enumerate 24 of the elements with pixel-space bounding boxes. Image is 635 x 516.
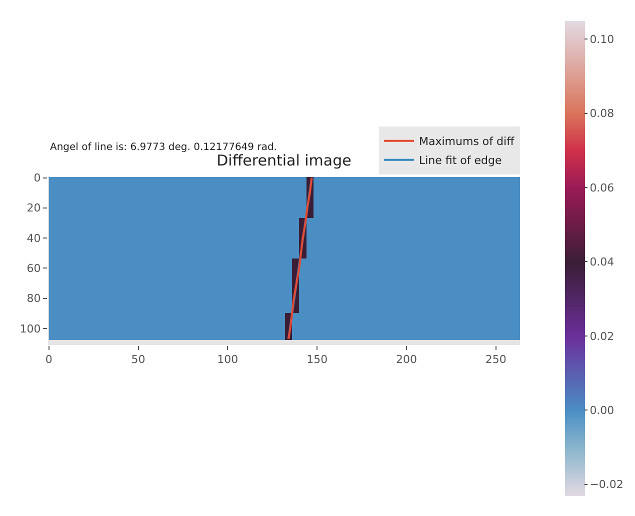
- x-tick-label: 100: [217, 353, 238, 366]
- legend-label: Line fit of edge: [419, 154, 502, 168]
- x-tick-label: 150: [306, 353, 328, 366]
- x-tick-label: 200: [396, 353, 417, 366]
- color-bar-label: 0.02: [590, 330, 614, 343]
- y-tick-label: 100: [20, 322, 41, 336]
- x-tick-label: 50: [131, 353, 146, 366]
- y-tick-label: 40: [26, 232, 41, 245]
- color-bar-label: −0.02: [590, 478, 624, 492]
- y-tick-label: 80: [26, 292, 41, 306]
- chart-title: Differential image: [216, 152, 352, 170]
- color-bar-label: 0.10: [590, 32, 614, 46]
- color-bar-label: 0.08: [590, 107, 614, 120]
- color-bar-label: 0.06: [590, 181, 614, 194]
- y-tick-label: 0: [34, 172, 41, 185]
- line-series: [287, 177, 313, 340]
- color-bar-label: 0.04: [590, 256, 614, 269]
- x-tick-label: 0: [45, 353, 52, 366]
- x-tick-label: 250: [485, 353, 506, 366]
- text: Angel of line is: 6.9773 deg. 0.12177649 rad.: [50, 142, 277, 153]
- legend-label: Maximums of diff: [419, 135, 515, 148]
- color-bar-label: 0.00: [590, 404, 614, 417]
- y-tick-label: 20: [26, 202, 41, 215]
- y-tick-label: 60: [26, 262, 41, 276]
